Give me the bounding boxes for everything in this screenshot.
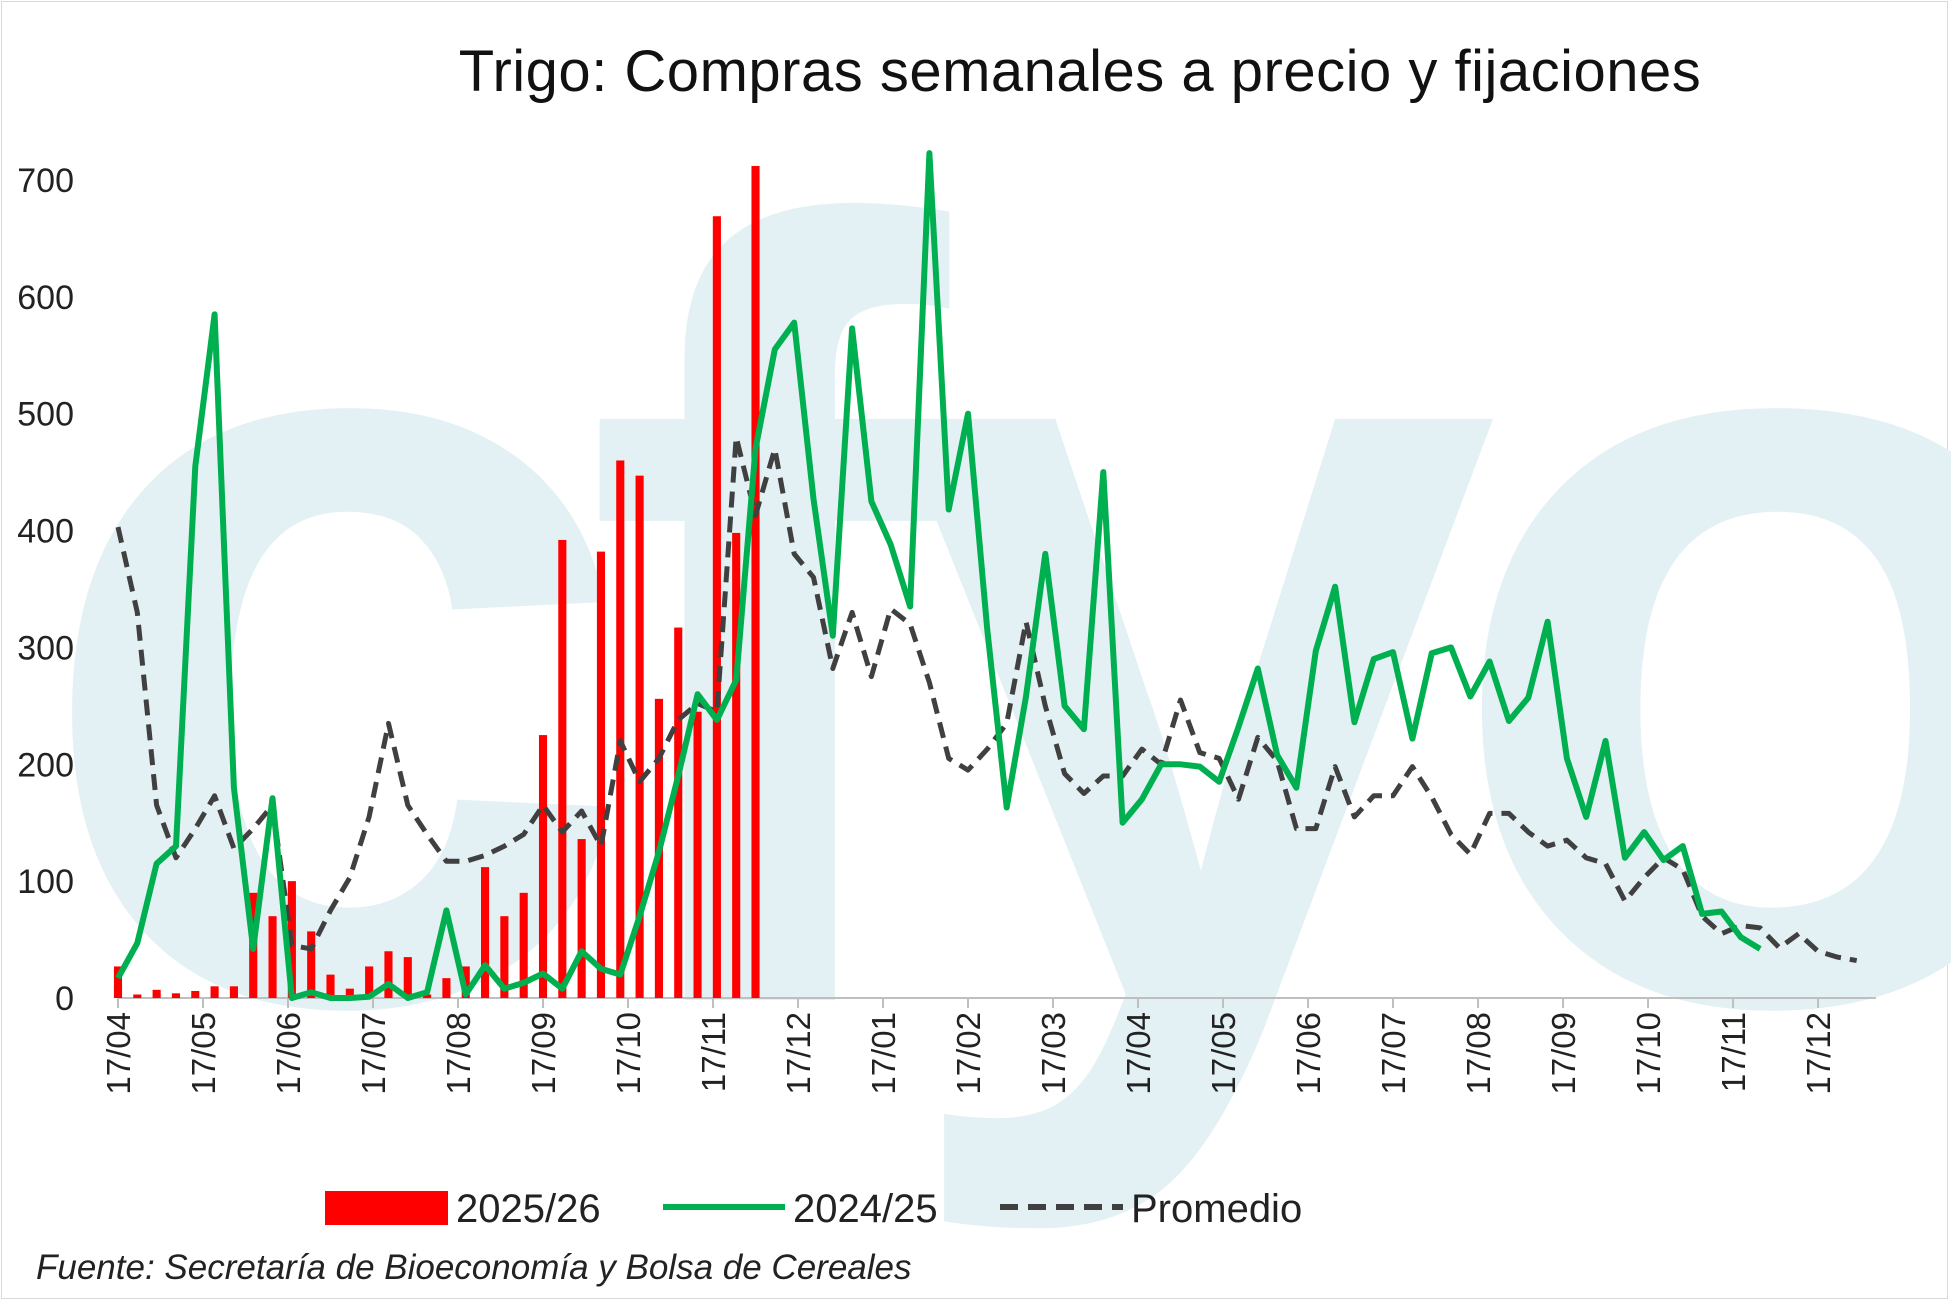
bar-2025-26 <box>442 978 451 998</box>
bar-2025-26 <box>171 993 181 998</box>
x-tick-label: 17/03 <box>1035 1012 1072 1095</box>
x-tick-label: 17/09 <box>525 1012 562 1095</box>
x-tick-label: 17/02 <box>950 1012 987 1095</box>
y-tick-label: 300 <box>17 629 74 667</box>
bar-2025-26 <box>480 867 490 998</box>
bar-2025-26 <box>538 735 548 998</box>
y-tick-label: 600 <box>17 279 74 317</box>
y-tick-label: 400 <box>17 513 74 551</box>
line-promedio <box>115 434 1858 964</box>
y-tick-label: 100 <box>17 863 74 901</box>
bar-2025-26 <box>365 966 374 998</box>
x-tick-label: 17/04 <box>100 1012 137 1095</box>
x-tick-label: 17/07 <box>1375 1012 1412 1095</box>
y-tick-label: 700 <box>17 162 74 200</box>
x-tick-label: 17/05 <box>1205 1012 1242 1095</box>
x-tick-label: 17/09 <box>1545 1012 1582 1095</box>
x-tick-label: 17/08 <box>440 1012 477 1095</box>
chart-title: Trigo: Compras semanales a precio y fija… <box>458 39 1702 104</box>
bar-2025-26 <box>577 839 586 998</box>
bar-2025-26 <box>751 165 760 998</box>
bar-2025-26 <box>674 627 683 998</box>
line-2024-25 <box>115 150 1762 1001</box>
watermark-text: cfyo <box>29 5 1951 1241</box>
bar-2025-26 <box>133 994 142 998</box>
bar-2025-26 <box>519 892 528 998</box>
bar-2025-26 <box>558 539 567 998</box>
source-note: Fuente: Secretaría de Bioeconomía y Bols… <box>36 1248 912 1287</box>
y-tick-label: 200 <box>17 746 74 784</box>
x-tick-label: 17/12 <box>780 1012 817 1095</box>
bar-2025-26 <box>616 460 625 998</box>
y-axis: 0 100 200 300 400 500 600 700 <box>17 162 74 1018</box>
legend-label-2024-25: 2024/25 <box>793 1187 938 1231</box>
legend-label-2025-26: 2025/26 <box>456 1187 601 1231</box>
x-tick-label: 17/04 <box>1120 1012 1157 1095</box>
x-tick-label: 17/11 <box>695 1012 732 1092</box>
bar-2025-26 <box>384 951 393 998</box>
x-tick-label: 17/10 <box>610 1012 647 1095</box>
bar-2025-26 <box>732 532 741 998</box>
bar-2025-26 <box>693 711 702 998</box>
x-tick-label: 17/06 <box>270 1012 307 1095</box>
y-tick-label: 500 <box>17 396 74 434</box>
x-tick-label: 17/12 <box>1800 1012 1837 1095</box>
series-lines <box>115 150 1858 1001</box>
watermark-logo: cfyo <box>29 5 1951 1241</box>
bar-2025-26 <box>326 974 335 998</box>
x-tick-label: 17/11 <box>1715 1012 1752 1092</box>
bar-2025-26 <box>596 551 606 998</box>
bar-2025-26 <box>113 966 123 998</box>
bar-2025-26 <box>191 990 200 998</box>
bar-2025-26 <box>635 475 644 998</box>
x-tick-label: 17/05 <box>185 1012 222 1095</box>
bar-2025-26 <box>423 994 432 998</box>
bar-2025-26 <box>229 986 238 998</box>
x-tick-label: 17/08 <box>1460 1012 1497 1095</box>
legend: 2025/26 2024/25 Promedio <box>325 1187 1302 1231</box>
x-tick-label: 17/01 <box>865 1012 902 1095</box>
bar-2025-26 <box>403 957 412 998</box>
bar-2025-26 <box>345 988 354 998</box>
series-2025-26-bars <box>113 165 760 998</box>
bar-2025-26 <box>268 916 277 998</box>
bar-2025-26 <box>307 931 316 998</box>
legend-swatch-2025-26 <box>325 1191 448 1225</box>
x-tick-label: 17/06 <box>1290 1012 1327 1095</box>
legend-label-promedio: Promedio <box>1131 1187 1302 1231</box>
bar-2025-26 <box>152 989 161 998</box>
bar-2025-26 <box>712 216 721 998</box>
x-tick-label: 17/10 <box>1630 1012 1667 1095</box>
x-tick-label: 17/07 <box>355 1012 392 1095</box>
bar-2025-26 <box>210 986 219 998</box>
y-tick-label: 0 <box>55 980 74 1018</box>
bar-2025-26 <box>500 916 509 998</box>
